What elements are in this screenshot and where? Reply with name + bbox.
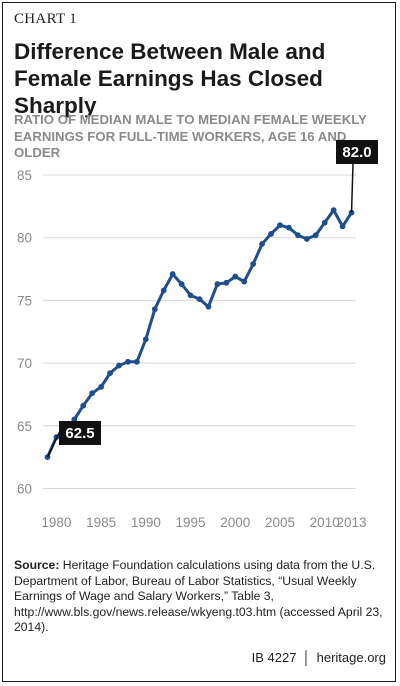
y-tick-label: 70 [17,356,32,371]
data-point [330,207,337,214]
data-point [196,296,203,303]
data-point [160,287,167,294]
x-tick-label: 1985 [86,515,116,530]
x-tick-label: 1980 [41,515,71,530]
data-point [134,358,140,365]
x-tick-label: 2005 [265,515,295,530]
data-point [214,281,221,287]
data-point [277,222,283,229]
y-tick-label: 75 [17,293,32,308]
data-point [241,278,248,285]
y-tick-label: 85 [17,168,32,183]
data-point [178,281,185,287]
data-point [125,358,131,365]
data-point [169,271,176,277]
data-point [286,224,292,231]
callout-box [59,421,101,445]
data-point [232,273,239,280]
footer-code: IB 4227 [251,650,297,665]
callout-label: 62.5 [65,425,94,442]
x-tick-label: 2013 [337,515,367,530]
source-text: Heritage Foundation calculations using d… [14,558,383,634]
data-point [187,292,194,299]
footer-site: heritage.org [316,650,386,665]
data-point [205,303,212,310]
y-tick-label: 80 [17,231,32,246]
data-point [80,402,87,409]
source-label: Source: [14,558,60,572]
data-point [250,261,257,267]
x-tick-label: 2010 [310,515,340,530]
footer: IB 4227 │ heritage.org [0,650,386,665]
data-point [151,306,158,313]
data-point [303,236,310,242]
data-point [98,384,105,390]
x-tick-label: 1995 [176,515,206,530]
footer-separator: │ [302,650,311,665]
data-point [142,336,149,343]
data-point [268,231,274,237]
callout-box [336,140,378,164]
callout-label: 82.0 [342,144,371,161]
chart-title: Difference Between Male and Female Earni… [14,39,326,118]
series-line [46,208,353,458]
data-point [107,370,113,377]
y-tick-label: 60 [17,481,32,496]
data-point [312,232,319,239]
data-point [294,232,301,239]
chart-subtitle: RATIO OF MEDIAN MALE TO MEDIAN FEMALE WE… [14,112,367,160]
data-point [71,416,78,423]
data-point [89,390,96,397]
data-point [259,241,265,247]
x-tick-label: 1990 [131,515,161,530]
line-chart: 60 65 70 75 80 85 1980 1985 1990 1995 2000 2005 2010… [17,140,378,530]
y-tick-label: 65 [17,419,32,434]
data-point [339,223,346,230]
chart-label: CHART 1 [14,11,78,27]
callout-leader [350,163,354,213]
source-note: Source: Heritage Foundation calculations… [14,558,384,636]
chart-frame [2,2,396,682]
data-point [321,219,328,226]
x-tick-label: 2000 [220,515,250,530]
data-point [223,279,230,286]
data-point [116,362,122,369]
